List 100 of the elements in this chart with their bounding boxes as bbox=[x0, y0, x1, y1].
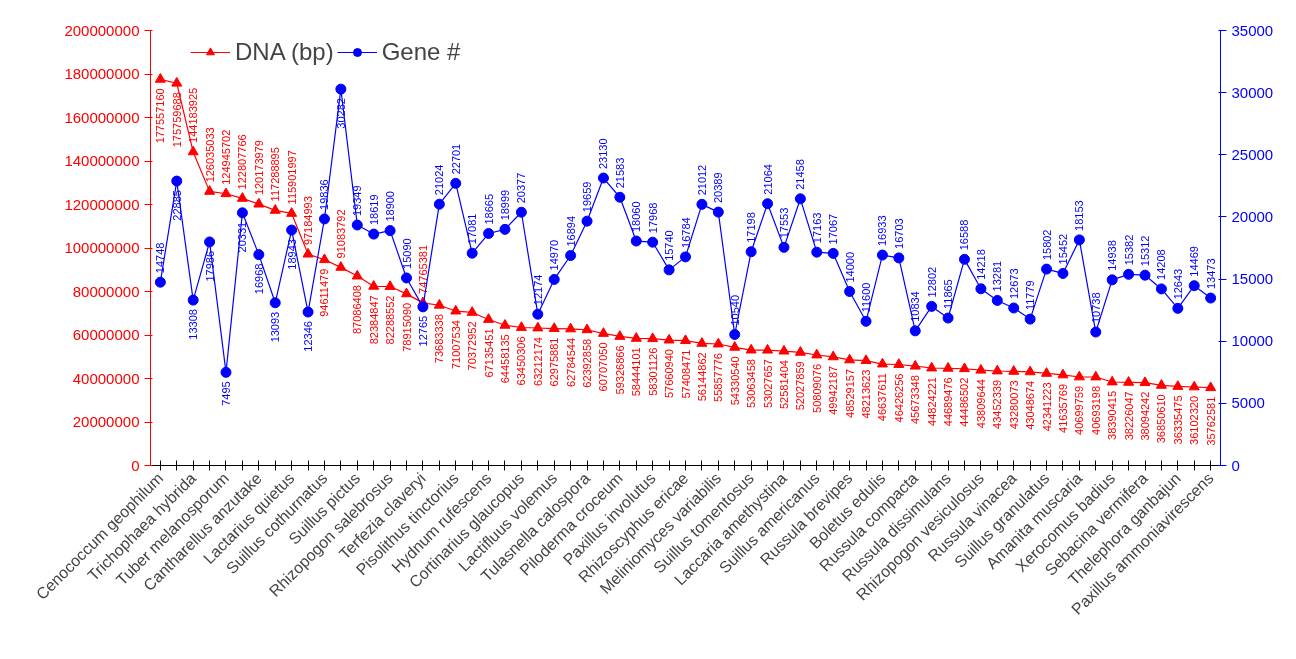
data-label: 48213623 bbox=[860, 369, 873, 419]
data-label: 97184993 bbox=[302, 196, 315, 246]
data-label: 15382 bbox=[1122, 234, 1135, 266]
data-label: 126035033 bbox=[203, 127, 216, 183]
data-label: 12643 bbox=[1171, 268, 1184, 300]
y2-tick-label: 5000 bbox=[1231, 394, 1265, 412]
data-label: 53027657 bbox=[761, 359, 774, 409]
y2-tick-label: 25000 bbox=[1231, 145, 1274, 163]
y2-tick-label: 0 bbox=[1231, 456, 1240, 474]
data-label: 46426256 bbox=[892, 373, 905, 423]
data-label: 19836 bbox=[318, 179, 331, 210]
data-label: 70372952 bbox=[466, 321, 479, 371]
y-tick-label: 0 bbox=[131, 456, 140, 474]
data-label: 17163 bbox=[810, 212, 823, 244]
data-label: 19349 bbox=[351, 185, 364, 217]
data-label: 177557160 bbox=[154, 88, 167, 144]
data-label: 14748 bbox=[154, 242, 167, 274]
data-label: 60707050 bbox=[597, 342, 610, 392]
data-label: 16968 bbox=[252, 263, 265, 295]
data-label: 14938 bbox=[1106, 240, 1119, 271]
data-label: 57408471 bbox=[679, 349, 692, 399]
data-label: 91083792 bbox=[334, 209, 347, 259]
data-label: 40693198 bbox=[1089, 385, 1102, 435]
data-label: 18943 bbox=[285, 239, 298, 270]
data-label: 20389 bbox=[712, 172, 725, 204]
data-label: 40699759 bbox=[1073, 385, 1086, 435]
data-label: 14469 bbox=[1188, 246, 1201, 277]
data-label: 11865 bbox=[942, 279, 955, 310]
data-label: 15740 bbox=[663, 230, 676, 261]
data-label: 49942187 bbox=[827, 365, 840, 415]
data-label: 13308 bbox=[187, 309, 200, 340]
data-label: 15452 bbox=[1056, 233, 1069, 265]
data-label: 58301126 bbox=[646, 347, 659, 396]
y2-tick-label: 20000 bbox=[1231, 207, 1274, 225]
data-label: 12174 bbox=[531, 274, 544, 306]
data-label: 20377 bbox=[515, 172, 528, 204]
data-label: 14218 bbox=[974, 249, 987, 280]
data-label: 17198 bbox=[745, 212, 758, 243]
y2-tick-label: 30000 bbox=[1231, 83, 1274, 101]
data-label: 10834 bbox=[909, 291, 922, 322]
y-tick-label: 160000000 bbox=[64, 108, 140, 126]
data-label: 21064 bbox=[761, 164, 774, 195]
y-tick-label: 140000000 bbox=[64, 152, 140, 169]
data-label: 42341223 bbox=[1040, 382, 1053, 432]
data-label: 22701 bbox=[449, 143, 462, 175]
y-tick-label: 100000000 bbox=[64, 239, 140, 256]
data-label: 74765381 bbox=[416, 244, 429, 294]
data-label: 82384847 bbox=[367, 295, 380, 345]
data-label: 52027859 bbox=[794, 361, 807, 411]
legend-label: DNA (bp) bbox=[235, 38, 334, 66]
data-label: 62392858 bbox=[581, 338, 594, 388]
data-label: 13281 bbox=[991, 260, 1004, 292]
y-tick-label: 40000000 bbox=[72, 369, 140, 387]
data-label: 14000 bbox=[843, 251, 856, 283]
data-label: 117288895 bbox=[269, 147, 282, 202]
data-label: 67135451 bbox=[482, 328, 495, 378]
data-label: 59326866 bbox=[613, 345, 626, 395]
data-label: 36102320 bbox=[1188, 395, 1201, 445]
data-label: 17553 bbox=[777, 207, 790, 239]
data-label: 12765 bbox=[416, 315, 429, 347]
data-label: 52581404 bbox=[777, 360, 790, 410]
data-label: 120173979 bbox=[252, 140, 265, 196]
y-tick-label: 200000000 bbox=[64, 21, 140, 39]
data-label: 13473 bbox=[1204, 258, 1217, 290]
data-label: 20331 bbox=[236, 221, 249, 253]
data-label: 175759688 bbox=[170, 92, 183, 148]
data-label: 55857776 bbox=[712, 353, 725, 402]
data-label: 44486502 bbox=[958, 377, 971, 427]
data-label: 144183925 bbox=[187, 87, 200, 143]
y-tick-label: 80000000 bbox=[72, 282, 140, 300]
data-label: 124945702 bbox=[219, 129, 232, 185]
data-label: 19659 bbox=[581, 181, 594, 213]
data-label: 62784544 bbox=[564, 337, 577, 387]
data-label: 17067 bbox=[827, 213, 840, 245]
data-label: 82288552 bbox=[384, 295, 397, 345]
data-label: 12673 bbox=[1007, 268, 1020, 299]
data-label: 63450306 bbox=[515, 336, 528, 386]
data-label: 16703 bbox=[892, 218, 905, 249]
data-label: 17081 bbox=[466, 213, 479, 245]
data-label: 64458135 bbox=[498, 334, 511, 384]
data-label: 13093 bbox=[269, 311, 282, 343]
data-label: 38226047 bbox=[1122, 391, 1135, 441]
data-label: 16784 bbox=[679, 217, 692, 248]
data-label: 57660940 bbox=[663, 349, 676, 399]
data-label: 63212174 bbox=[531, 337, 544, 386]
legend-label: Gene # bbox=[381, 38, 461, 66]
data-label: 7495 bbox=[219, 381, 232, 406]
data-label: 43809644 bbox=[974, 379, 987, 429]
data-label: 38390415 bbox=[1106, 390, 1119, 440]
y2-tick-label: 15000 bbox=[1231, 270, 1274, 288]
data-label: 71007534 bbox=[449, 320, 462, 369]
data-label: 73683338 bbox=[433, 314, 446, 364]
data-label: 36335475 bbox=[1171, 395, 1184, 445]
data-label: 45673348 bbox=[909, 375, 922, 425]
data-label: 11600 bbox=[860, 282, 873, 313]
data-label: 38094242 bbox=[1139, 391, 1152, 441]
data-label: 21012 bbox=[695, 164, 708, 196]
data-label: 41635769 bbox=[1056, 383, 1069, 433]
y2-tick-label: 35000 bbox=[1231, 21, 1274, 39]
y-tick-label: 180000000 bbox=[64, 65, 140, 82]
